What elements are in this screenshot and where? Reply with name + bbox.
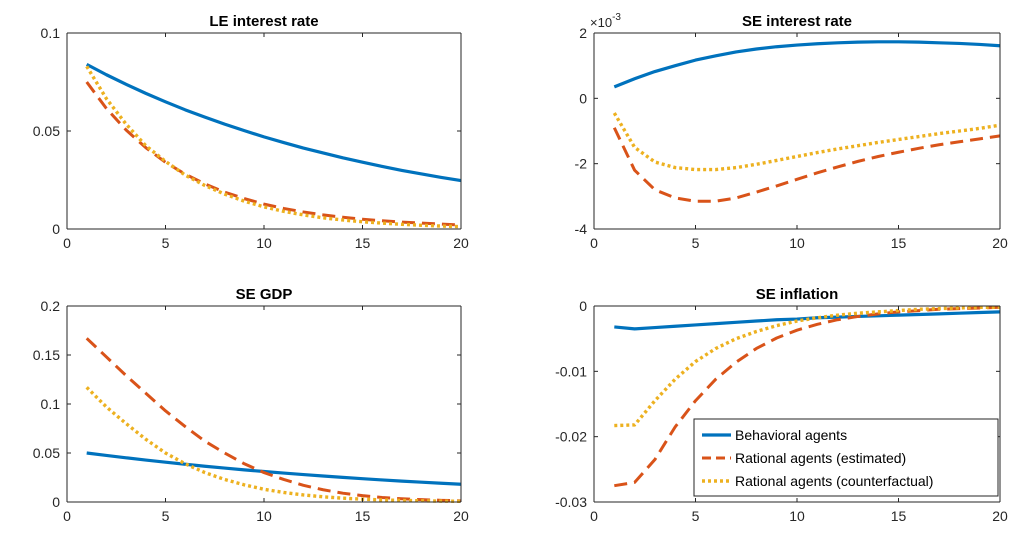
se-inflation-y-tick-label: -0.03 [555,494,587,510]
le-rate-x-tick-label: 20 [453,235,469,251]
le-rate-x-tick-label: 0 [63,235,71,251]
se-inflation-title: SE inflation [756,286,839,303]
le-rate-x-tick-label: 10 [256,235,272,251]
le-rate-series-line-1 [85,62,462,183]
se-rate-x-tick-label: 5 [692,235,700,251]
se-gdp-series-line-2 [85,337,462,503]
se-inflation-x-tick-label: 15 [891,508,907,524]
se-gdp-x-tick-label: 10 [256,508,272,524]
se-gdp-y-tick-label: 0.1 [41,396,61,412]
se-gdp-y-tick-label: 0.2 [41,298,61,314]
le-rate-title: LE interest rate [209,13,318,30]
se-rate-x-tick-label: 0 [590,235,598,251]
se-inflation-x-tick-label: 10 [789,508,805,524]
se-rate-y-tick-label: -4 [575,221,588,237]
legend-entry-label: Rational agents (counterfactual) [735,473,933,489]
se-rate-x-tick-label: 10 [789,235,805,251]
se-inflation-y-tick-label: -0.02 [555,429,587,445]
se-inflation-x-tick-label: 20 [992,508,1008,524]
se-gdp-series-line-3 [85,386,462,504]
se-inflation-x-tick-label: 5 [692,508,700,524]
le-rate-y-tick-label: 0.05 [33,123,60,139]
legend-entry-label: Behavioral agents [735,427,847,443]
se-rate-plot-area [594,33,1000,229]
se-gdp-x-tick-label: 5 [162,508,170,524]
se-gdp-plot-area [67,306,461,502]
se-gdp-y-tick-label: 0.15 [33,347,60,363]
se-inflation-series-line-2 [614,305,1001,488]
le-rate-y-tick-label: 0.1 [41,25,61,41]
se-rate-series-line-1 [613,40,1001,89]
se-gdp-panel: 0 5 10 15 20 0 0.05 0.1 0.15 0.2 SE GDP [33,286,469,524]
le-rate-x-tick-label: 5 [162,235,170,251]
se-rate-y-tick-label: 2 [579,25,587,41]
se-rate-y-tick-label: -2 [575,156,588,172]
se-gdp-x-tick-label: 15 [355,508,371,524]
se-gdp-y-tick-label: 0.05 [33,445,60,461]
se-gdp-y-tick-label: 0 [52,494,60,510]
se-rate-x-tick-label: 15 [891,235,907,251]
se-inflation-series-line-3 [614,305,1000,428]
le-rate-y-tick-label: 0 [52,221,60,237]
se-gdp-x-tick-label: 20 [453,508,469,524]
se-gdp-x-tick-label: 0 [63,508,71,524]
legend: Behavioral agents Rational agents (estima… [693,418,999,497]
legend-box [693,418,999,497]
se-inflation-y-tick-label: 0 [579,298,587,314]
se-gdp-series-line-1 [86,451,462,486]
le-rate-panel: 0 5 10 15 20 0 0.05 0.1 LE interest rate [33,13,469,251]
se-rate-exponent-label: ×10-3 [590,12,621,30]
le-rate-x-tick-label: 15 [355,235,371,251]
legend-entry-label: Rational agents (estimated) [735,450,906,466]
le-rate-series-line-3 [85,65,462,229]
se-rate-title: SE interest rate [742,13,852,30]
se-rate-series-line-2 [612,127,1001,203]
se-rate-panel: 0 5 10 15 20 -4 -2 0 2 SE interest rate ×10-3 [575,12,1008,251]
se-rate-x-tick-label: 20 [992,235,1008,251]
se-inflation-y-tick-label: -0.01 [555,363,587,379]
se-rate-y-tick-label: 0 [579,90,587,106]
se-rate-series-line-3 [612,112,1001,172]
se-inflation-x-tick-label: 0 [590,508,598,524]
se-gdp-title: SE GDP [236,286,293,303]
